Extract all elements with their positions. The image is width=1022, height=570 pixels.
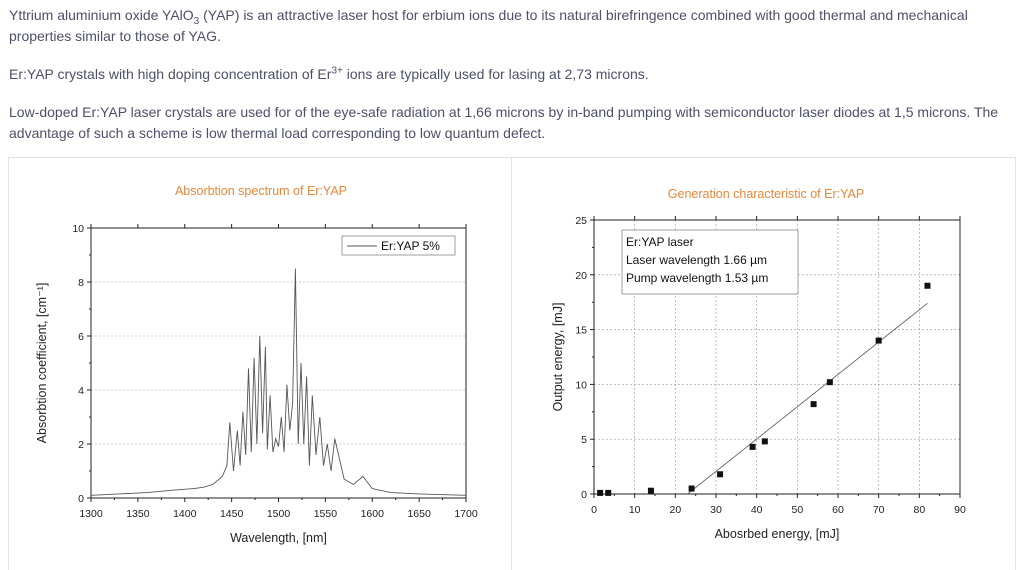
intro-paragraph-3: Low-doped Er:YAP laser crystals are used…: [9, 104, 999, 141]
x-tick-label: 0: [591, 504, 597, 516]
y-tick-label: 8: [78, 277, 84, 289]
intro-text: Yttrium aluminium oxide YAlO: [9, 7, 194, 23]
x-tick-label: 1600: [361, 508, 385, 520]
y-tick-label: 6: [78, 331, 84, 343]
intro-text: (YAP) is an attractive laser host for er…: [9, 7, 968, 44]
data-point: [875, 337, 882, 344]
chart-title: Generation characteristic of Er:YAP: [668, 187, 864, 201]
x-tick-label: 10: [629, 504, 641, 516]
y-tick-label: 10: [575, 379, 587, 391]
legend: Er:YAP 5%: [341, 235, 456, 256]
y-tick-label: 15: [575, 325, 587, 337]
legend-label: Er:YAP laser: [626, 235, 694, 249]
data-point: [826, 379, 833, 386]
x-axis-label: Wavelength, [nm]: [230, 531, 327, 545]
x-tick-label: 30: [710, 504, 722, 516]
data-point: [749, 443, 756, 450]
y-tick-label: 0: [78, 493, 84, 505]
y-tick-label: 4: [78, 385, 84, 397]
x-tick-label: 90: [954, 504, 966, 516]
charts-panel: 1300 1350 1400 1450 1500 1550 1600 1650 1700 0 2 4 6…: [8, 157, 1016, 570]
x-tick-label: 1550: [314, 508, 338, 520]
y-tick-label: 2: [78, 439, 84, 451]
y-tick-label: 0: [581, 489, 587, 501]
intro-text: ions are typically used for lasing at 2,…: [342, 66, 649, 82]
y-tick-label: 10: [72, 223, 84, 235]
plot-frame: [90, 227, 467, 499]
superscript: 3+: [331, 65, 343, 77]
data-point: [605, 489, 612, 496]
legend-label: Er:YAP 5%: [381, 239, 440, 253]
intro-text: Er:YAP crystals with high doping concent…: [9, 66, 332, 82]
x-tick-label: 1700: [454, 508, 478, 520]
series-line-er-yap-5: [90, 268, 467, 496]
x-tick-label: 50: [791, 504, 803, 516]
x-tick-label: 40: [751, 504, 763, 516]
x-tick-label: 1350: [126, 508, 150, 520]
legend: Er:YAP laser Laser wavelength 1.66 µm Pump…: [621, 229, 799, 295]
x-tick-label: 70: [873, 504, 885, 516]
x-tick-label: 1400: [173, 508, 197, 520]
legend-label: Pump wavelength 1.53 µm: [626, 271, 768, 285]
subscript: 3: [193, 15, 200, 27]
x-tick-label: 20: [669, 504, 681, 516]
x-axis-label: Abosrbed energy, [mJ]: [715, 527, 840, 541]
absorption-spectrum-chart: 1300 1350 1400 1450 1500 1550 1600 1650 1700 0 2 4 6…: [35, 184, 478, 545]
data-point: [647, 487, 654, 494]
y-tick-label: 5: [581, 434, 587, 446]
legend-box: [621, 229, 799, 295]
x-tick-label: 1450: [220, 508, 244, 520]
generation-characteristic-chart: 0 10 20 30 40 50 60 70 80 90 0 5 10 15 20 25 Abosrbed en…: [551, 187, 966, 541]
x-tick-label: 1300: [79, 508, 103, 520]
x-tick-label: 80: [913, 504, 925, 516]
y-axis-label: Output energy, [mJ]: [551, 303, 565, 412]
y-axis-label: Absorbtion coefficient, [cm⁻¹]: [35, 283, 49, 444]
intro-paragraph-2: Er:YAP crystals with high doping concent…: [9, 64, 1009, 85]
data-point: [688, 485, 695, 492]
data-point: [717, 471, 724, 478]
x-tick-label: 1650: [407, 508, 431, 520]
legend-box: [341, 235, 456, 256]
x-tick-label: 1500: [267, 508, 291, 520]
y-tick-label: 25: [575, 215, 587, 227]
data-point: [761, 438, 768, 445]
data-point: [924, 282, 931, 289]
legend-label: Laser wavelength 1.66 µm: [626, 253, 767, 267]
y-tick-label: 20: [575, 270, 587, 282]
x-tick-label: 60: [832, 504, 844, 516]
charts-divider: [511, 158, 512, 570]
data-point: [810, 401, 817, 408]
fit-line: [687, 302, 928, 495]
data-point: [597, 489, 604, 496]
intro-paragraph-1: Yttrium aluminium oxide YAlO3 (YAP) is a…: [9, 5, 1009, 47]
chart-title: Absorbtion spectrum of Er:YAP: [175, 184, 347, 198]
